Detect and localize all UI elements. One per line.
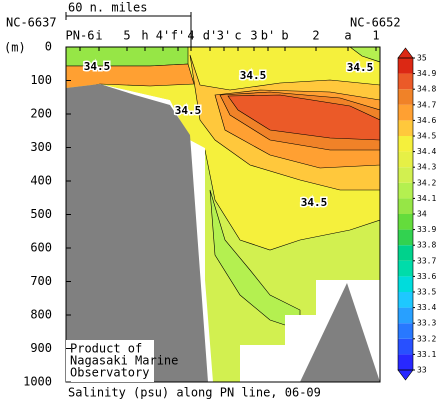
station-label: 4' [156,29,170,43]
credit: Nagasaki Marine [70,354,178,368]
colorbar-label: 34.8 [417,85,436,94]
colorbar-label: 34.3 [417,163,436,172]
station-label: c [234,29,241,43]
y-tick-label: 800 [30,308,52,322]
y-tick-label: 0 [45,40,52,54]
y-tick-label: 400 [30,174,52,188]
colorbar-swatch [398,73,413,90]
colorbar-swatch [398,151,413,168]
contour-label: 34.5 [240,69,267,82]
colorbar-swatch [398,198,413,214]
colorbar-swatch [398,167,413,183]
contour-region [227,94,380,141]
station-label: f' [171,29,185,43]
seafloor [66,84,208,382]
colorbar-label: 34.7 [417,100,436,109]
colorbar-label: 34.9 [417,69,436,78]
colorbar-label: 33.5 [417,288,436,297]
station-label: b [281,29,288,43]
y-tick-label: 100 [30,73,52,87]
contour-region [349,47,380,63]
colorbar-label: 34.1 [417,194,436,203]
colorbar-swatch [398,260,413,277]
station-label: a [344,29,351,43]
credit: Observatory [70,366,149,380]
colorbar-label: 33.7 [417,256,436,265]
colorbar-label: 35 [417,54,427,63]
station-label: 3 [250,29,257,43]
contour-label: 34.5 [347,61,374,74]
colorbar-swatch [398,104,413,121]
seafloor [300,283,380,382]
colorbar-swatch [398,182,413,199]
contour-label: 34.5 [175,104,202,117]
colorbar-swatch [398,292,413,308]
scale-label: 60 n. miles [68,1,147,15]
colorbar-label: 33.1 [417,350,436,359]
colorbar-label: 33.2 [417,334,436,343]
colorbar-extend [397,47,414,59]
colorbar-swatch [398,229,413,246]
colorbar-label: 33.4 [417,303,436,312]
colorbar-label: 33.8 [417,241,436,250]
y-axis-label: (m) [4,41,26,55]
colorbar-label: 33.9 [417,225,436,234]
y-tick-label: 300 [30,140,52,154]
colorbar-label: 34.2 [417,178,436,187]
station-label: 4 [187,29,194,43]
y-tick-label: 600 [30,241,52,255]
chart-title: Salinity (psu) along PN line, 06-09 [68,386,321,400]
colorbar-swatch [398,307,413,324]
colorbar-swatch [398,89,413,105]
colorbar-swatch [398,245,413,261]
station-label: 1 [372,29,379,43]
station-label: h [141,29,148,43]
station-label: 3' [217,29,231,43]
contour-label: 34.5 [84,60,111,73]
station-label: 2 [312,29,319,43]
colorbar-swatch [398,120,413,136]
colorbar-swatch [398,354,413,370]
right-label: NC-6652 [350,16,401,30]
y-tick-label: 1000 [23,375,52,389]
colorbar-label: 34.6 [417,116,436,125]
y-tick-label: 900 [30,341,52,355]
colorbar-swatch [398,338,413,355]
y-tick-label: 200 [30,107,52,121]
left-label: NC-6637 [6,16,57,30]
credit: Product of [70,342,142,356]
colorbar-swatch [398,276,413,292]
colorbar-extend [397,369,414,381]
station-label: d' [203,29,217,43]
contour-label: 34.5 [301,196,328,209]
station-label: PN-6 [66,29,95,43]
y-tick-label: 500 [30,207,52,221]
colorbar-label: 34 [417,210,427,219]
colorbar-label: 33.6 [417,272,436,281]
colorbar-swatch [398,136,413,152]
y-tick-label: 700 [30,274,52,288]
colorbar-label: 34.4 [417,147,436,156]
colorbar-label: 33.3 [417,319,436,328]
colorbar-label: 33 [417,366,427,375]
colorbar-swatch [398,58,413,74]
station-label: 5 [123,29,130,43]
station-label: b' [261,29,275,43]
credit-box [66,340,154,382]
colorbar-swatch [398,214,413,230]
colorbar-swatch [398,323,413,339]
station-label: i [95,29,102,43]
colorbar-label: 34.5 [417,132,436,141]
